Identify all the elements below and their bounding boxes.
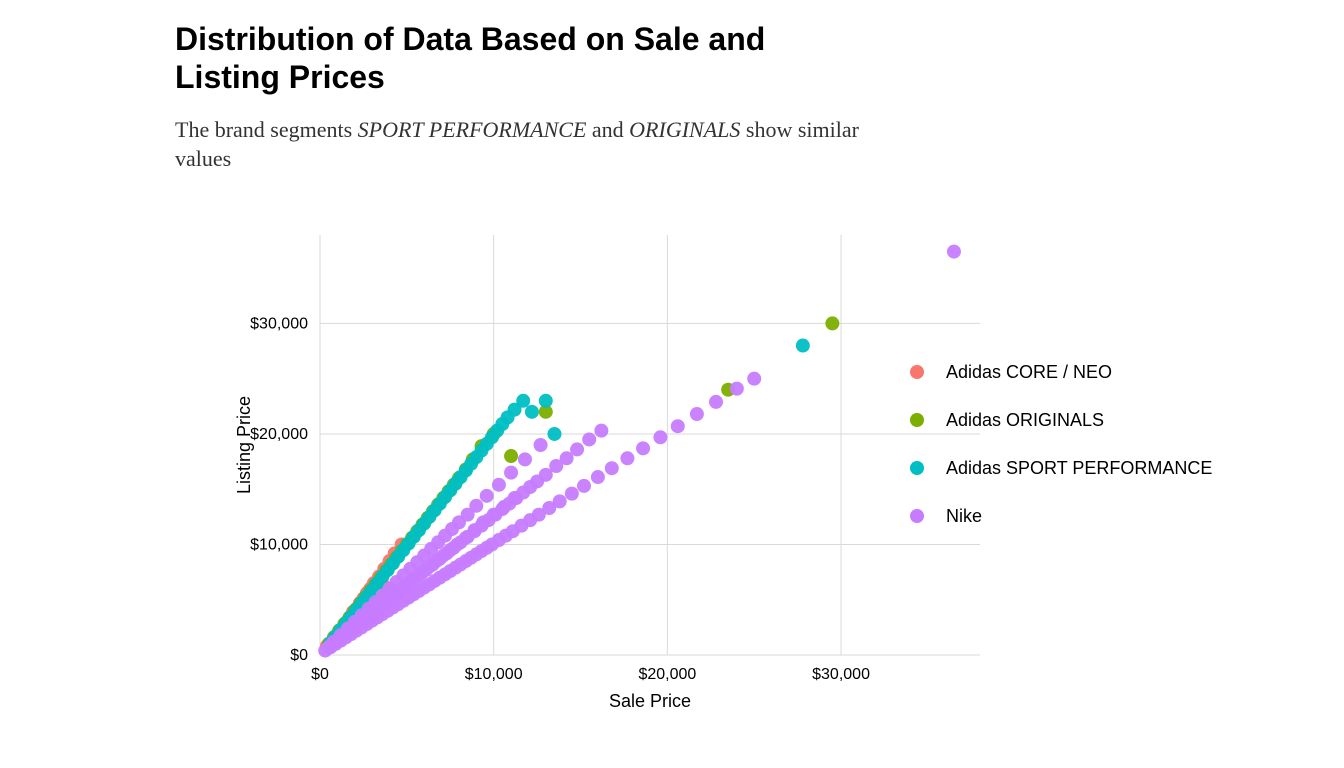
chart-subtitle: The brand segments SPORT PERFORMANCE and… xyxy=(175,115,875,174)
svg-text:$20,000: $20,000 xyxy=(638,666,696,683)
svg-text:$30,000: $30,000 xyxy=(812,666,870,683)
legend-swatch-icon xyxy=(910,365,924,379)
legend-item: Adidas ORIGINALS xyxy=(910,396,1212,444)
title-block: Distribution of Data Based on Sale and L… xyxy=(175,20,875,174)
legend-label: Nike xyxy=(946,506,982,527)
legend-label: Adidas CORE / NEO xyxy=(946,362,1112,383)
legend-swatch-icon xyxy=(910,461,924,475)
svg-text:Sale Price: Sale Price xyxy=(609,691,691,711)
legend-swatch-icon xyxy=(910,413,924,427)
svg-text:Listing Price: Listing Price xyxy=(234,396,254,494)
legend-label: Adidas SPORT PERFORMANCE xyxy=(946,458,1212,479)
svg-text:$30,000: $30,000 xyxy=(250,315,308,332)
legend-label: Adidas ORIGINALS xyxy=(946,410,1104,431)
legend-swatch-icon xyxy=(910,509,924,523)
svg-text:$20,000: $20,000 xyxy=(250,426,308,443)
legend-item: Nike xyxy=(910,492,1212,540)
svg-text:$0: $0 xyxy=(290,647,308,664)
svg-text:$10,000: $10,000 xyxy=(465,666,523,683)
chart-area: $0 $10,000 $20,000 $30,000 $0 $10,000 $20,000 $… xyxy=(180,230,880,680)
svg-text:$0: $0 xyxy=(311,666,329,683)
legend-item: Adidas CORE / NEO xyxy=(910,348,1212,396)
legend-item: Adidas SPORT PERFORMANCE xyxy=(910,444,1212,492)
chart-title: Distribution of Data Based on Sale and L… xyxy=(175,20,875,97)
chart-container: Distribution of Data Based on Sale and L… xyxy=(0,0,1344,768)
legend: Adidas CORE / NEO Adidas ORIGINALS Adidas … xyxy=(910,348,1212,540)
svg-text:$10,000: $10,000 xyxy=(250,536,308,553)
